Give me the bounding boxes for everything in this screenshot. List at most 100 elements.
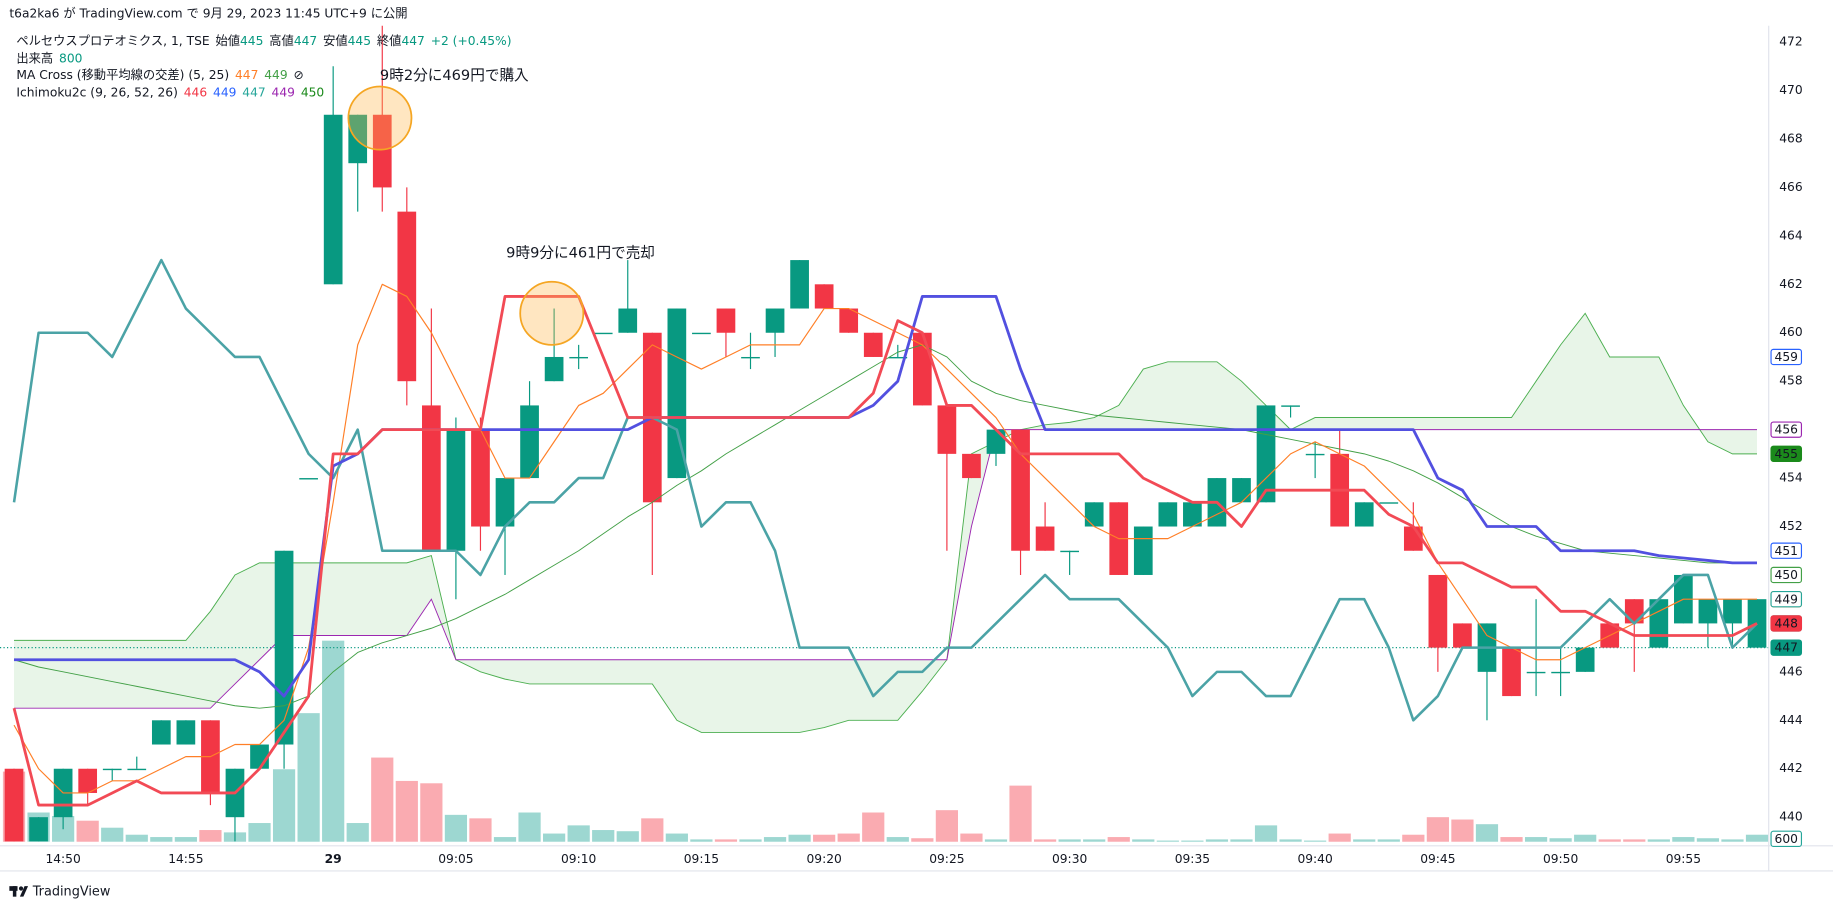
volume-bar [984, 839, 1008, 842]
indicator-line [12, 258, 1758, 722]
candle-body [962, 453, 981, 479]
brand-logo [9, 886, 29, 897]
sell-annotation: 9時9分に461円で売却 [506, 245, 655, 262]
buy-marker [347, 85, 413, 151]
volume-bar [1475, 824, 1499, 842]
volume-bar [886, 837, 909, 842]
x-tick-label: 09:45 [1420, 852, 1455, 866]
volume-bar [1623, 839, 1646, 842]
indicator-line [12, 295, 1758, 807]
volume-bar [493, 837, 517, 842]
volume-bar [960, 833, 983, 842]
volume-bar [543, 833, 566, 842]
candle-body [863, 332, 883, 357]
volume-bar [1083, 839, 1106, 842]
plot-area [0, 25, 1769, 842]
indicator-line [13, 283, 1758, 794]
candle-body [274, 550, 294, 745]
volume-bar [101, 827, 124, 842]
price-label-box [1770, 542, 1803, 559]
cloud-span-a [14, 312, 1758, 733]
legend-row: 出来高 800 [16, 51, 82, 65]
candle-body [1379, 502, 1399, 504]
x-tick-label: 09:50 [1543, 852, 1578, 866]
volume-bar [420, 783, 443, 842]
candle-body [1453, 623, 1472, 648]
x-tick-label: 09:35 [1175, 852, 1210, 866]
candle-body [593, 332, 613, 335]
volume-bar [1304, 840, 1327, 842]
volume-bar [1058, 839, 1081, 842]
legend-item: 始値 [215, 32, 240, 47]
candle-body [1305, 453, 1325, 456]
candle-body [1723, 599, 1742, 624]
volume-bar [837, 833, 860, 842]
candle-body [692, 332, 711, 335]
volume-label-box [1770, 830, 1803, 847]
candle-body [741, 356, 760, 359]
price-label-box [1770, 421, 1803, 438]
y-tick-label: 440 [1779, 810, 1802, 824]
candle-body [520, 405, 539, 479]
candle-body [4, 768, 24, 842]
legend-item: 447 [294, 33, 317, 47]
volume-bar [174, 837, 197, 842]
price-label: 447 [1775, 641, 1798, 655]
volume-bar [1230, 839, 1253, 842]
volume-bar [1426, 817, 1449, 842]
candle-body [618, 308, 638, 333]
legend-row: MA Cross (移動平均線の交差) (5, 25) 447 449 ⊘ [16, 66, 303, 81]
legend-item: 447 [401, 33, 424, 47]
legend-item: 446 [184, 85, 208, 99]
candle-body [1060, 550, 1079, 553]
volume-bar [76, 820, 99, 842]
candle-body [765, 308, 785, 333]
volume-bar [297, 713, 320, 842]
volume-bar [1500, 837, 1523, 842]
x-tick-label: 09:10 [561, 852, 596, 866]
volume-bar [1451, 819, 1474, 842]
candle-body [176, 720, 196, 745]
candle-body [495, 478, 515, 527]
candle-body [1551, 671, 1570, 674]
y-tick-label: 468 [1779, 131, 1802, 145]
candle-body [1011, 429, 1030, 551]
y-tick-label: 442 [1779, 761, 1802, 775]
volume-bar [1132, 839, 1155, 842]
y-tick-label: 472 [1779, 35, 1802, 49]
candle-body [569, 356, 589, 359]
candle-body [1575, 647, 1595, 672]
y-tick-label: 446 [1779, 664, 1803, 678]
volume-label: 600 [1775, 832, 1798, 846]
x-tick-label: 09:40 [1297, 852, 1332, 866]
price-label: 448 [1775, 616, 1798, 630]
volume-bar [690, 839, 713, 842]
buy-annotation: 9時2分に469円で購入 [380, 67, 529, 84]
candle-body [323, 114, 343, 285]
price-label: 455 [1775, 447, 1798, 461]
legend-item: Ichimoku2c (9, 26, 52, 26) [16, 85, 178, 99]
volume-bar [1574, 834, 1597, 842]
candle-body [1698, 599, 1718, 624]
candle-body [1256, 405, 1276, 503]
volume-bar [1377, 839, 1400, 842]
candle-body [1502, 647, 1521, 697]
volume-bar [346, 823, 369, 842]
volume-bar [1205, 839, 1229, 842]
price-label: 456 [1775, 423, 1799, 437]
volume-bar [665, 833, 688, 842]
volume-bar [1033, 839, 1057, 842]
x-tick-label: 14:55 [168, 852, 203, 866]
x-tick-label: 09:30 [1052, 852, 1087, 866]
volume-bar [1402, 834, 1425, 842]
candle-body [1084, 502, 1104, 527]
candle-body [78, 768, 98, 793]
volume-bar [1647, 839, 1670, 842]
volume-bar [1254, 825, 1278, 842]
candle-body [839, 308, 859, 333]
volume-bar [1598, 839, 1621, 842]
legend-row: ペルセウスプロテオミクス, 1, TSE 始値445 高値447 安値445 終値447… [16, 32, 511, 47]
volume-bar [592, 830, 615, 842]
price-label-box [1770, 615, 1803, 632]
